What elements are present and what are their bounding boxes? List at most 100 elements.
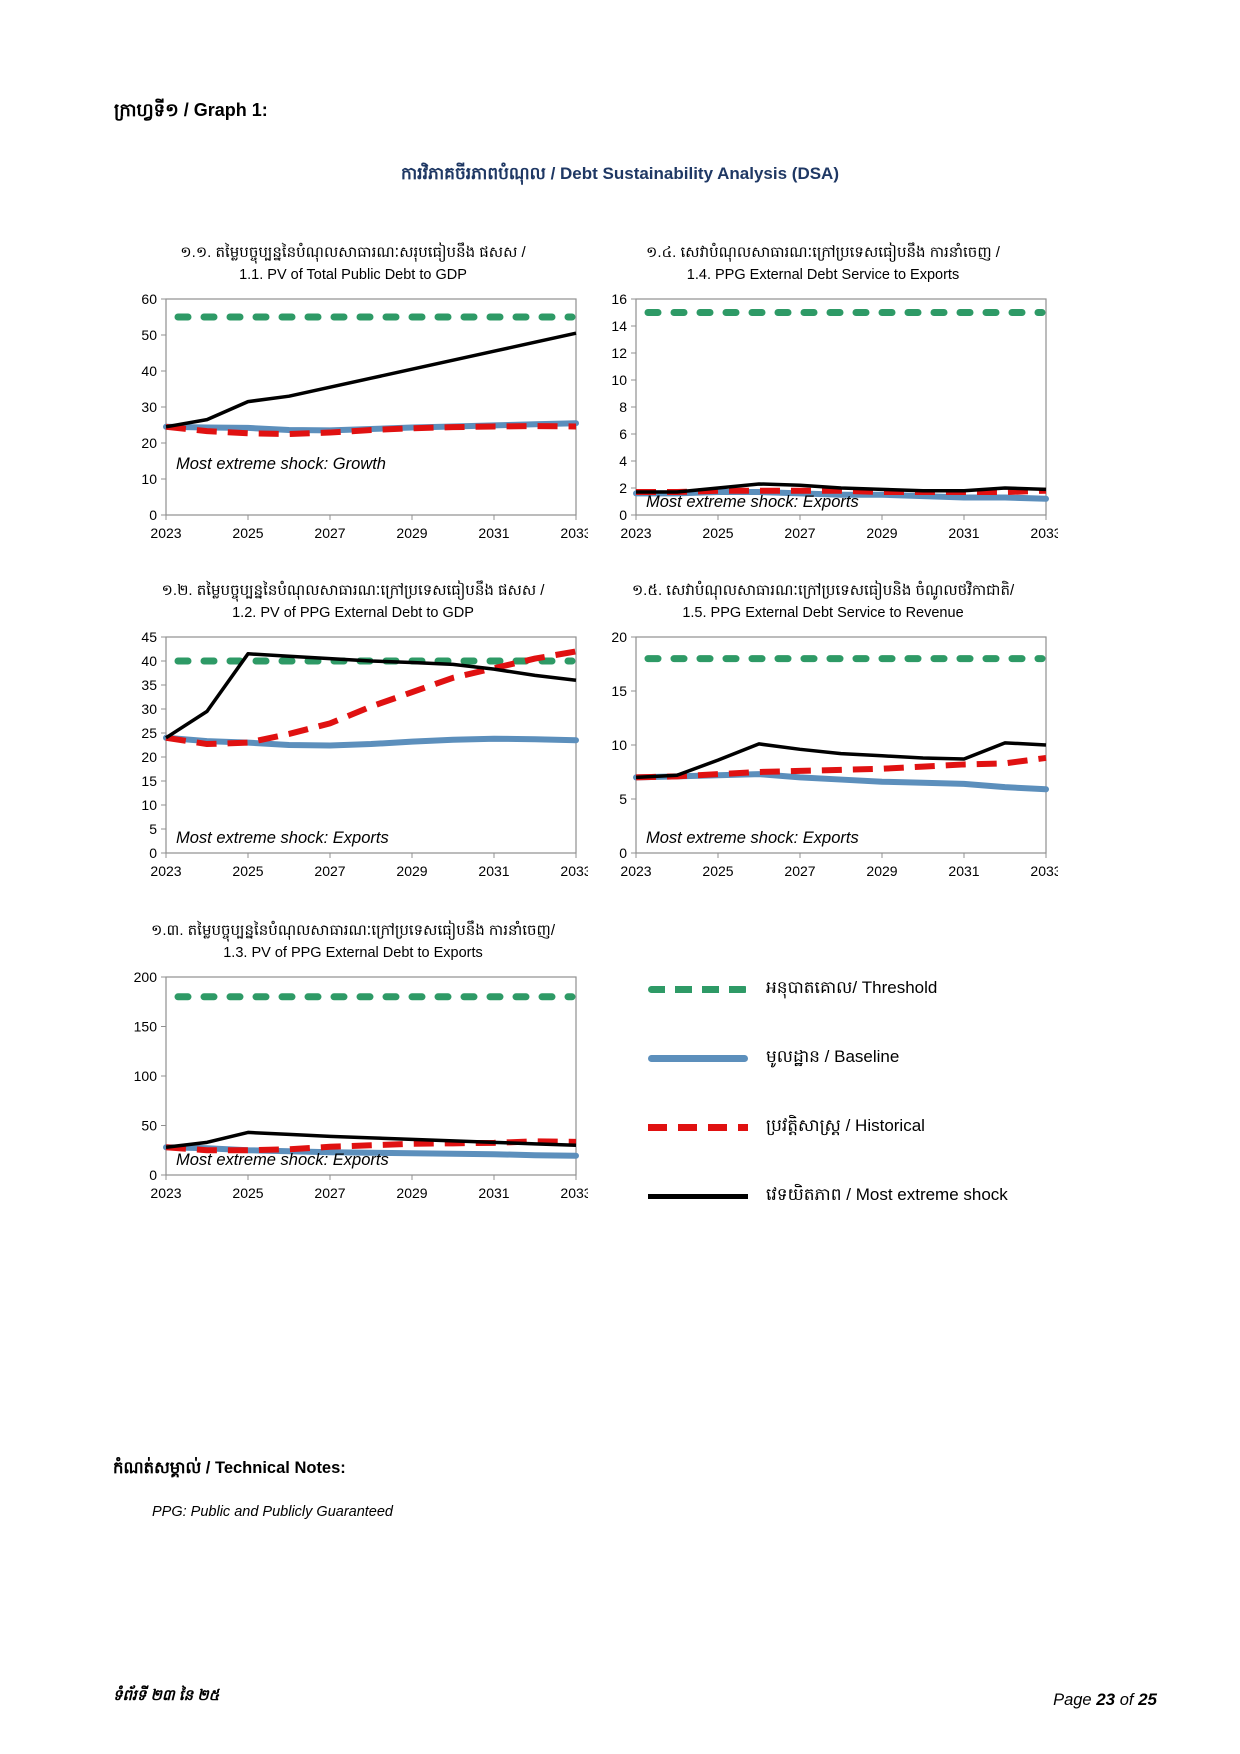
svg-text:20: 20 (611, 629, 627, 645)
svg-text:2025: 2025 (232, 525, 263, 541)
svg-text:Most extreme shock: Exports: Most extreme shock: Exports (176, 1151, 389, 1169)
svg-text:2031: 2031 (478, 1185, 509, 1201)
footer-page-number-english: Page 23 of 25 (1053, 1690, 1157, 1710)
chart-1-3-title-khmer: ១.៣. តម្លៃបច្ចុប្បន្ននៃបំណុលសាធារណៈក្រៅប… (150, 922, 555, 939)
svg-text:40: 40 (141, 653, 157, 669)
svg-text:15: 15 (611, 683, 627, 699)
footer-page-total: 25 (1138, 1690, 1157, 1709)
footer-page-current: 23 (1096, 1690, 1116, 1709)
svg-text:2033: 2033 (1030, 525, 1058, 541)
svg-text:2023: 2023 (150, 525, 181, 541)
svg-text:100: 100 (134, 1068, 158, 1084)
footer-page-number-khmer: ទំព័រទី ២៣ នៃ ២៥ (113, 1687, 220, 1704)
svg-text:2033: 2033 (560, 1185, 588, 1201)
chart-1-5-title-khmer: ១.៥. សេវាបំណុលសាធារណៈក្រៅប្រទេសធៀបនិង ចំ… (631, 582, 1015, 599)
svg-text:150: 150 (134, 1018, 158, 1034)
legend-item-most-extreme-shock: វេទយិតភាព / Most extreme shock (648, 1185, 1078, 1207)
svg-text:2029: 2029 (396, 1185, 427, 1201)
chart-1-1: ១.១. តម្លៃបច្ចុប្បន្ននៃបំណុលសាធារណៈសរុបធ… (118, 242, 588, 547)
threshold-line-swatch (648, 985, 748, 993)
chart-1-2: ១.២. តម្លៃបច្ចុប្បន្ននៃបំណុលសាធារណៈក្រៅប… (118, 580, 588, 885)
svg-text:2027: 2027 (314, 863, 345, 879)
chart-1-2-title-khmer: ១.២. តម្លៃបច្ចុប្បន្ននៃបំណុលសាធារណៈក្រៅប… (161, 582, 545, 599)
svg-text:14: 14 (611, 318, 627, 334)
svg-text:2031: 2031 (478, 863, 509, 879)
svg-text:Most extreme shock: Exports: Most extreme shock: Exports (176, 829, 389, 847)
svg-text:2027: 2027 (784, 863, 815, 879)
chart-1-5-plot: 0 5 10 15 20 2023 2025 2027 2029 2031 2033 Most ext… (611, 629, 1058, 879)
svg-text:4: 4 (619, 453, 627, 469)
svg-text:2023: 2023 (150, 863, 181, 879)
svg-text:2023: 2023 (150, 1185, 181, 1201)
legend-item-threshold: អនុបាតគោល/ Threshold (648, 978, 1078, 1000)
svg-text:2029: 2029 (396, 525, 427, 541)
chart-1-5-title-english: 1.5. PPG External Debt Service to Revenu… (682, 604, 964, 621)
svg-text:10: 10 (611, 372, 627, 388)
chart-1-2-title-english: 1.2. PV of PPG External Debt to GDP (232, 604, 474, 621)
svg-text:20: 20 (141, 435, 157, 451)
svg-text:2027: 2027 (314, 525, 345, 541)
svg-text:Most extreme shock: Growth: Most extreme shock: Growth (176, 455, 386, 473)
svg-text:2033: 2033 (560, 863, 588, 879)
svg-text:10: 10 (611, 737, 627, 753)
svg-text:Most extreme shock: Exports: Most extreme shock: Exports (646, 829, 859, 847)
svg-text:2029: 2029 (866, 525, 897, 541)
svg-text:2025: 2025 (232, 863, 263, 879)
svg-text:35: 35 (141, 677, 157, 693)
svg-text:5: 5 (619, 791, 627, 807)
svg-text:2: 2 (619, 480, 627, 496)
legend-item-historical: ប្រវត្តិសាស្ត្រ / Historical (648, 1116, 1078, 1138)
svg-text:2025: 2025 (702, 525, 733, 541)
page-title: ការវិភាគចីរភាពបំណុល / Debt Sustainabilit… (401, 164, 839, 183)
svg-text:30: 30 (141, 399, 157, 415)
svg-text:10: 10 (141, 797, 157, 813)
chart-1-4-plot: 0 2 4 6 8 10 12 14 16 2023 2025 2027 2029 2031 2033 Mos… (611, 291, 1058, 541)
svg-text:2027: 2027 (784, 525, 815, 541)
svg-text:2025: 2025 (232, 1185, 263, 1201)
svg-text:0: 0 (149, 1167, 157, 1183)
chart-1-5: ១.៥. សេវាបំណុលសាធារណៈក្រៅប្រទេសធៀបនិង ចំ… (588, 580, 1058, 885)
svg-text:2031: 2031 (948, 863, 979, 879)
svg-text:10: 10 (141, 471, 157, 487)
svg-text:16: 16 (611, 291, 627, 307)
shock-line-swatch (648, 1193, 748, 1199)
svg-text:2023: 2023 (620, 525, 651, 541)
chart-1-1-title-khmer: ១.១. តម្លៃបច្ចុប្បន្ននៃបំណុលសាធារណៈសរុបធ… (180, 244, 526, 261)
chart-1-4-title-english: 1.4. PPG External Debt Service to Export… (686, 266, 960, 283)
chart-1-3: ១.៣. តម្លៃបច្ចុប្បន្ននៃបំណុលសាធារណៈក្រៅប… (118, 920, 588, 1207)
legend-label-threshold: អនុបាតគោល/ Threshold (766, 977, 938, 997)
svg-text:2031: 2031 (948, 525, 979, 541)
legend-label-most-extreme-shock: វេទយិតភាព / Most extreme shock (766, 1184, 1008, 1204)
svg-text:8: 8 (619, 399, 627, 415)
chart-1-1-plot: 0 10 20 30 40 50 60 2023 2025 2027 2029 2031 2033 Mos… (141, 291, 588, 541)
chart-1-1-title-english: 1.1. PV of Total Public Debt to GDP (239, 266, 467, 283)
technical-notes-body: PPG: Public and Publicly Guaranteed (152, 1504, 393, 1520)
svg-text:50: 50 (141, 327, 157, 343)
svg-text:2033: 2033 (560, 525, 588, 541)
footer-of-word: of (1119, 1691, 1134, 1709)
legend-label-historical: ប្រវត្តិសាស្ត្រ / Historical (766, 1115, 925, 1135)
baseline-line-swatch (648, 1054, 748, 1062)
svg-text:12: 12 (611, 345, 627, 361)
chart-legend: អនុបាតគោល/ Threshold មូលដ្ឋាន / Baseline… (648, 978, 1078, 1254)
svg-text:2031: 2031 (478, 525, 509, 541)
chart-1-3-title-english: 1.3. PV of PPG External Debt to Exports (223, 944, 483, 961)
svg-text:2025: 2025 (702, 863, 733, 879)
svg-text:60: 60 (141, 291, 157, 307)
svg-text:50: 50 (141, 1117, 157, 1133)
chart-1-3-plot: 0 50 100 150 200 2023 2025 2027 2029 2031 2033 Most… (134, 969, 588, 1201)
footer-page-word: Page (1053, 1691, 1092, 1709)
svg-text:2023: 2023 (620, 863, 651, 879)
svg-text:5: 5 (149, 821, 157, 837)
svg-text:30: 30 (141, 701, 157, 717)
svg-text:45: 45 (141, 629, 157, 645)
svg-text:6: 6 (619, 426, 627, 442)
svg-text:0: 0 (149, 845, 157, 861)
legend-item-baseline: មូលដ្ឋាន / Baseline (648, 1047, 1078, 1069)
graph-section-heading: ក្រាហ្វទី១ / Graph 1: (114, 100, 268, 120)
svg-text:2027: 2027 (314, 1185, 345, 1201)
svg-text:Most extreme shock: Exports: Most extreme shock: Exports (646, 493, 859, 511)
svg-text:0: 0 (619, 507, 627, 523)
svg-text:2029: 2029 (396, 863, 427, 879)
